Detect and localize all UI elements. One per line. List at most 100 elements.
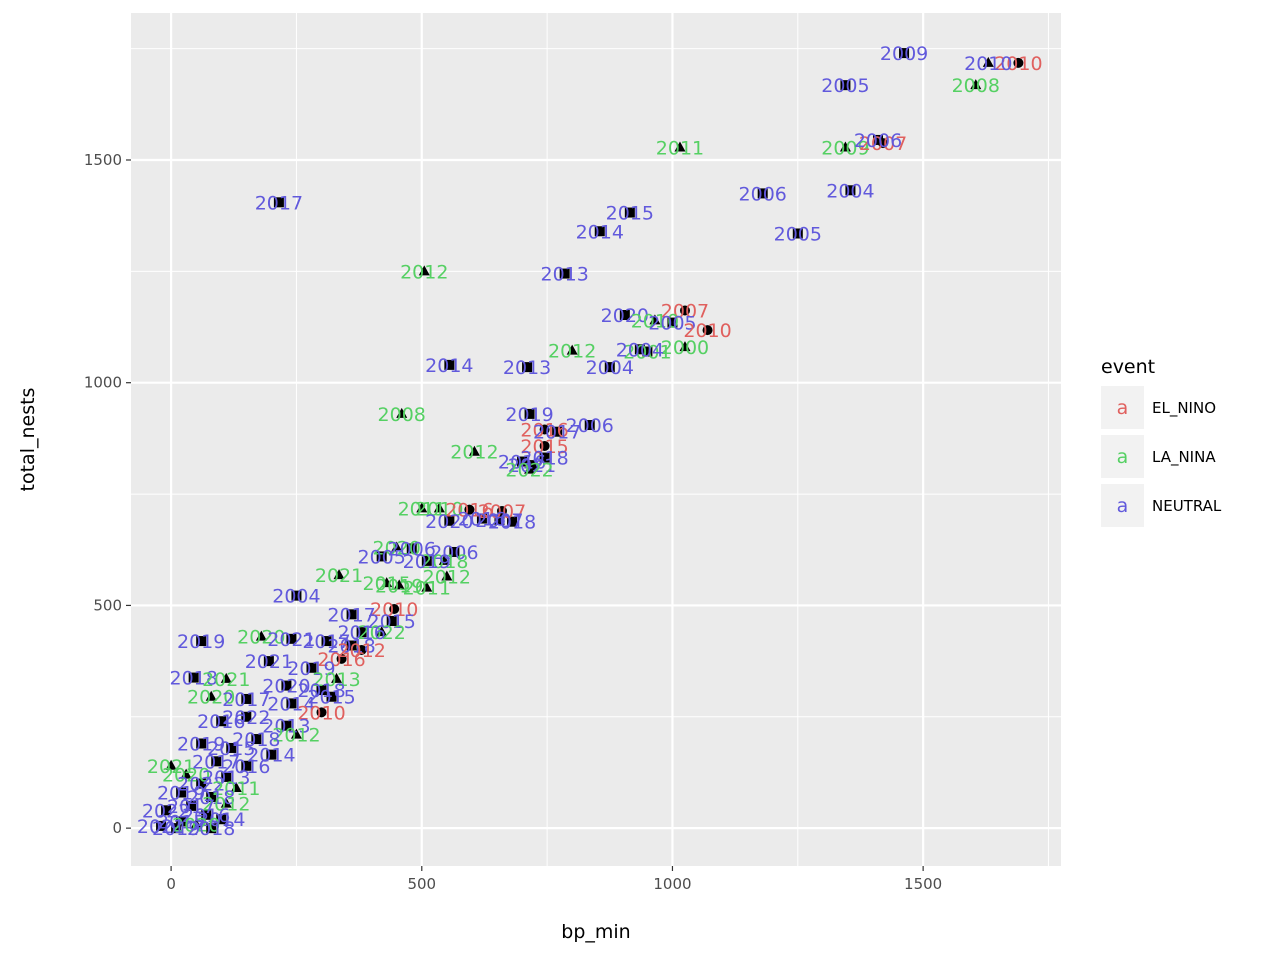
point-marker-50 xyxy=(449,546,460,557)
point-marker-68 xyxy=(321,636,332,647)
point-marker-10 xyxy=(757,188,768,199)
point-label-29: 2008 xyxy=(378,404,426,426)
point-label-15: 2012 xyxy=(400,261,448,283)
point-label-6: 2009 xyxy=(821,138,869,160)
point-marker-8 xyxy=(873,134,884,145)
y-tick-label-1500: 1500 xyxy=(84,151,122,169)
point-marker-17 xyxy=(679,305,690,316)
point-marker-65 xyxy=(196,636,207,647)
point-label-43: 2007 xyxy=(478,501,526,523)
point-marker-80 xyxy=(241,693,252,704)
point-label-78: 2018 xyxy=(297,680,345,702)
legend-label-0: EL_NINO xyxy=(1152,399,1216,418)
point-marker-107 xyxy=(190,818,202,829)
point-marker-37 xyxy=(517,456,528,467)
point-marker-23 xyxy=(679,341,691,352)
point-label-4: 2008 xyxy=(952,75,1000,97)
point-label-16: 2013 xyxy=(540,264,588,286)
point-label-62: 2015 xyxy=(368,611,416,633)
point-marker-95 xyxy=(180,768,192,779)
point-label-31: 2006 xyxy=(566,415,614,437)
point-label-96: 2013 xyxy=(202,767,250,789)
point-label-67: 2021 xyxy=(267,629,315,651)
x-axis: 0 500 1000 1500 xyxy=(166,866,942,893)
point-marker-89 xyxy=(196,738,207,749)
point-marker-47 xyxy=(507,516,518,527)
point-label-80: 2017 xyxy=(222,689,270,711)
point-label-51: 2018 xyxy=(420,551,468,573)
point-marker-53 xyxy=(421,555,432,566)
point-marker-87 xyxy=(290,728,302,739)
point-marker-11 xyxy=(845,185,856,196)
point-marker-2 xyxy=(982,56,994,67)
point-label-12: 2015 xyxy=(606,203,654,225)
point-marker-15 xyxy=(418,265,430,276)
point-label-95: 2020 xyxy=(162,765,210,787)
point-marker-39 xyxy=(524,463,536,474)
point-label-83: 2010 xyxy=(297,702,345,724)
point-marker-93 xyxy=(241,760,252,771)
legend-key-glyph-0: a xyxy=(1117,397,1129,419)
point-marker-110 xyxy=(206,823,217,834)
point-marker-20 xyxy=(667,317,678,328)
y-axis: 0 500 1000 1500 xyxy=(84,151,131,837)
point-marker-4 xyxy=(970,79,982,90)
point-label-20: 2005 xyxy=(648,313,696,335)
point-label-2: 2010 xyxy=(964,53,1012,75)
point-label-88: 2018 xyxy=(232,729,280,751)
point-label-38: 2021 xyxy=(508,455,556,477)
point-marker-99 xyxy=(176,787,187,798)
point-marker-36 xyxy=(539,452,550,463)
point-marker-0 xyxy=(899,48,910,59)
point-label-105: 2014 xyxy=(197,809,245,831)
point-marker-63 xyxy=(376,626,388,637)
point-marker-12 xyxy=(624,207,635,218)
point-label-32: 2016 xyxy=(520,419,568,441)
point-marker-64 xyxy=(356,627,367,638)
point-marker-71 xyxy=(336,653,347,664)
y-tick-label-500: 500 xyxy=(93,596,122,614)
point-label-99: 2019 xyxy=(157,783,205,805)
point-label-68: 2017 xyxy=(302,631,350,653)
point-label-103: 2022 xyxy=(142,800,190,822)
point-label-52: 2005 xyxy=(357,546,405,568)
point-marker-19 xyxy=(649,314,661,325)
legend-title: event xyxy=(1101,356,1155,378)
point-marker-97 xyxy=(196,778,207,789)
y-tick-label-1000: 1000 xyxy=(84,374,122,392)
point-marker-18 xyxy=(619,310,630,321)
point-marker-40 xyxy=(416,502,428,513)
point-label-87: 2012 xyxy=(272,725,320,747)
point-marker-67 xyxy=(286,633,297,644)
point-label-24: 2001 xyxy=(623,342,671,364)
point-marker-60 xyxy=(389,603,400,614)
point-marker-25 xyxy=(634,344,645,355)
point-marker-24 xyxy=(642,346,653,357)
point-marker-62 xyxy=(386,616,397,627)
point-label-61: 2017 xyxy=(327,604,375,626)
point-marker-76 xyxy=(331,672,343,683)
point-marker-38 xyxy=(527,460,538,471)
point-label-84: 2022 xyxy=(222,707,270,729)
point-label-46: 2007 xyxy=(475,510,523,532)
y-axis-title: total_nests xyxy=(17,388,39,492)
point-label-30: 2019 xyxy=(505,404,553,426)
point-label-98: 2011 xyxy=(212,778,260,800)
data-points xyxy=(156,48,1024,834)
point-label-94: 2021 xyxy=(147,756,195,778)
point-label-89: 2019 xyxy=(177,734,225,756)
point-label-79: 2020 xyxy=(187,687,235,709)
point-label-69: 2018 xyxy=(327,636,375,658)
point-label-49: 2006 xyxy=(388,538,436,560)
point-label-17: 2007 xyxy=(661,301,709,323)
point-marker-98 xyxy=(230,782,242,793)
x-tick-label-0: 0 xyxy=(166,875,176,893)
point-label-33: 2017 xyxy=(533,422,581,444)
point-label-90: 2015 xyxy=(207,738,255,760)
point-label-3: 2005 xyxy=(821,75,869,97)
point-label-47: 2018 xyxy=(488,512,536,534)
point-marker-52 xyxy=(376,551,387,562)
